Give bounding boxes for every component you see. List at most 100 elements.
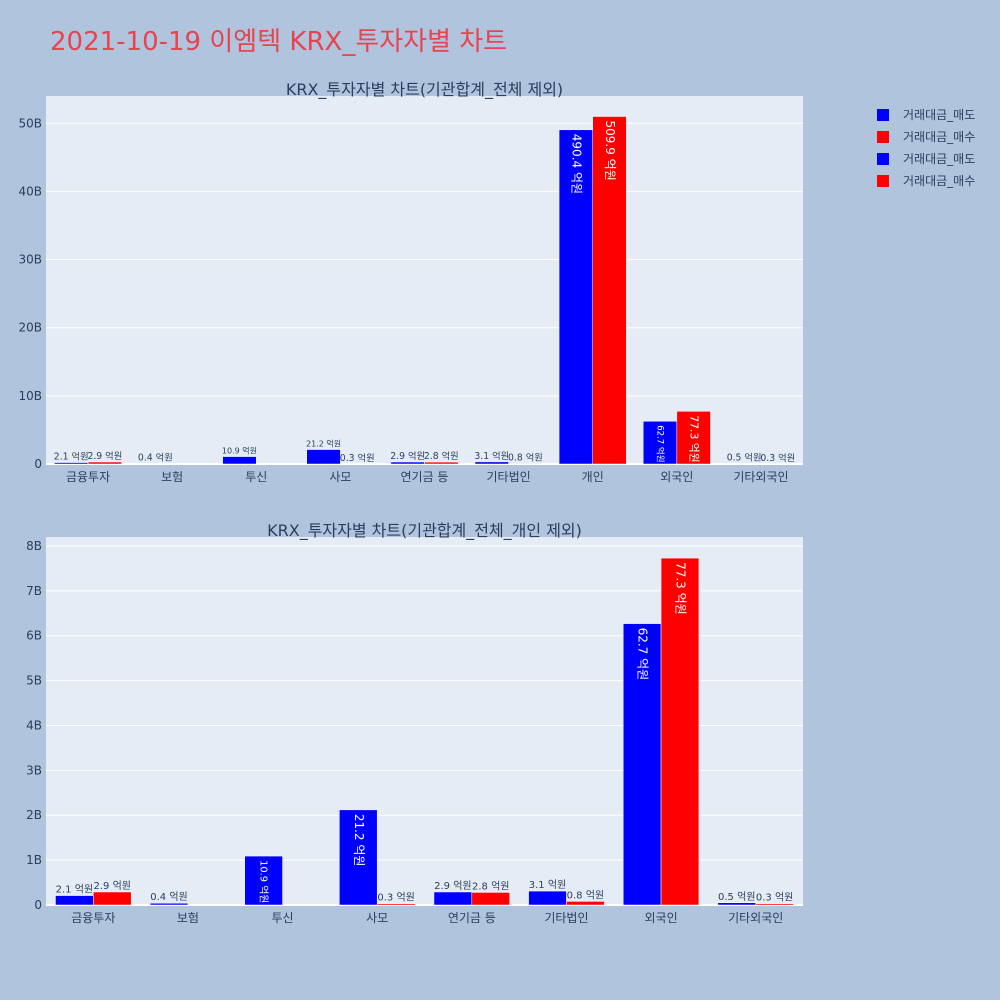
y-tick-label: 5B <box>26 674 42 688</box>
x-tick-label: 기타외국인 <box>733 470 788 484</box>
bar <box>717 902 756 906</box>
x-tick-label: 기타법인 <box>544 911 588 925</box>
bar-data-label: 10.9 억원 <box>222 446 257 456</box>
y-tick-label: 30B <box>18 253 42 267</box>
x-tick-label: 기타법인 <box>487 470 531 484</box>
bar <box>566 901 605 906</box>
bar <box>676 411 711 465</box>
plot-area <box>46 96 803 464</box>
bar <box>306 449 341 465</box>
y-tick-label: 3B <box>26 763 42 777</box>
legend-swatch <box>877 131 889 143</box>
legend-label: 거래대금_매수 <box>903 130 975 144</box>
bar-data-label: 2.1 억원 <box>56 884 93 896</box>
bar <box>433 891 473 906</box>
bar-data-label: 0.4 억원 <box>138 452 173 464</box>
bar-data-label: 10.9 억원 <box>258 860 270 903</box>
bar <box>149 902 189 906</box>
bar-data-label: 2.8 억원 <box>424 450 459 462</box>
page-title: 2021-10-19 이엠텍 KRX_투자자별 차트 <box>50 27 507 57</box>
bar <box>93 891 132 906</box>
bar-data-label: 509.9 억원 <box>603 121 617 181</box>
bar-data-label: 2.9 억원 <box>434 880 471 892</box>
bar <box>87 461 122 465</box>
x-tick-label: 개인 <box>582 470 604 484</box>
bar-data-label: 490.4 억원 <box>569 134 583 194</box>
bar-data-label: 0.4 억원 <box>150 891 187 903</box>
bar <box>390 461 425 465</box>
y-tick-label: 40B <box>18 184 42 198</box>
bar <box>755 903 794 906</box>
bar-data-label: 0.8 억원 <box>567 889 604 901</box>
bar <box>508 463 543 465</box>
bar <box>528 890 567 906</box>
legend-label: 거래대금_매수 <box>903 174 975 188</box>
x-tick-label: 기타외국인 <box>728 911 783 925</box>
y-tick-label: 20B <box>18 321 42 335</box>
x-tick-label: 금융투자 <box>71 911 115 925</box>
bar-data-label: 0.5 억원 <box>718 891 755 903</box>
bar-data-label: 2.9 억원 <box>390 450 425 462</box>
x-tick-label: 연기금 등 <box>448 911 496 925</box>
bar <box>622 623 662 906</box>
bar-data-label: 2.9 억원 <box>87 450 122 462</box>
bar-data-label: 21.2 억원 <box>306 439 341 449</box>
y-tick-label: 0 <box>34 898 42 912</box>
bar-data-label: 3.1 억원 <box>474 450 509 462</box>
bar <box>376 903 416 906</box>
x-tick-label: 외국인 <box>660 470 693 484</box>
y-tick-label: 0 <box>34 457 42 471</box>
bar <box>592 116 627 465</box>
bar <box>222 456 257 465</box>
bar-data-label: 62.7 억원 <box>655 425 666 462</box>
chart-panels: 0 10B 20B 30B 40B 50B KRX_투자자별 차트(기관합계_전체 제외) 금… <box>18 80 803 925</box>
x-tick-label: 투신 <box>272 911 294 925</box>
legend-swatch <box>877 153 889 165</box>
y-tick-label: 50B <box>18 116 42 130</box>
bar-data-label: 0.5 억원 <box>727 452 762 464</box>
bar <box>244 855 283 906</box>
bar <box>424 461 459 465</box>
y-tick-label: 2B <box>26 808 42 822</box>
chart-title: KRX_투자자별 차트(기관합계_전체_개인 제외) <box>267 521 582 541</box>
bar-data-label: 2.8 억원 <box>472 880 509 892</box>
x-tick-label: 외국인 <box>645 911 678 925</box>
legend-label: 거래대금_매도 <box>903 108 975 122</box>
bar <box>339 809 378 906</box>
y-tick-label: 8B <box>26 539 42 553</box>
bar-data-label: 77.3 억원 <box>688 415 701 462</box>
bar-data-label: 0.3 억원 <box>340 452 375 464</box>
bar <box>660 557 700 906</box>
x-tick-label: 사모 <box>366 911 388 925</box>
x-tick-label: 투신 <box>245 470 267 484</box>
y-tick-label: 4B <box>26 718 42 732</box>
bar <box>474 461 509 465</box>
bar-data-label: 2.9 억원 <box>93 880 130 892</box>
bar-data-label: 3.1 억원 <box>529 879 566 891</box>
bar-data-label: 77.3 억원 <box>673 562 687 615</box>
bar-data-label: 0.3 억원 <box>756 892 793 904</box>
legend-swatch <box>877 175 889 187</box>
y-tick-label: 1B <box>26 853 42 867</box>
bar <box>558 129 593 465</box>
bar-data-label: 2.1 억원 <box>54 451 89 463</box>
bar-data-label: 0.8 억원 <box>508 451 543 463</box>
legend-swatch <box>877 109 889 121</box>
bar <box>54 462 89 465</box>
x-tick-label: 보험 <box>177 911 199 925</box>
chart-title: KRX_투자자별 차트(기관합계_전체 제외) <box>286 80 563 100</box>
y-tick-label: 7B <box>26 584 42 598</box>
bar <box>471 892 510 906</box>
chart-panel-2: 0 1B 2B 3B 4B 5B 6B 7B 8B KRX_투자자별 차트(기관합계_전체_개인 … <box>26 521 803 925</box>
bar <box>55 895 94 906</box>
bar-data-label: 62.7 억원 <box>636 628 650 681</box>
chart-panel-1: 0 10B 20B 30B 40B 50B KRX_투자자별 차트(기관합계_전체 제외) 금… <box>18 80 803 484</box>
legend-label: 거래대금_매도 <box>903 152 975 166</box>
bar-data-label: 21.2 억원 <box>352 814 366 867</box>
x-tick-label: 보험 <box>161 470 183 484</box>
x-tick-label: 사모 <box>329 470 351 484</box>
x-tick-label: 연기금 등 <box>401 470 449 484</box>
y-tick-label: 10B <box>18 389 42 403</box>
